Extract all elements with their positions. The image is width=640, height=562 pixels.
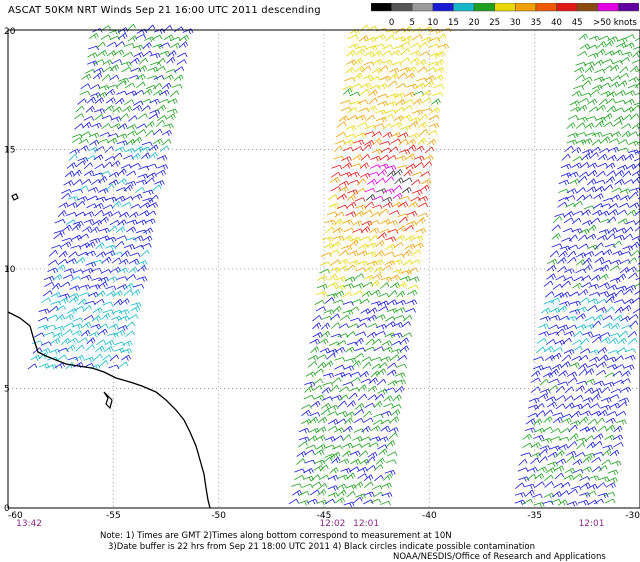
legend-swatch (556, 3, 578, 12)
lat-lon-grid (8, 30, 640, 508)
legend-label: 30 (510, 18, 521, 28)
swath-time-labels: 13:42 12:02 12:01 12:01 (16, 519, 604, 529)
legend-label: 10 (427, 18, 438, 28)
legend-label: 35 (531, 18, 542, 28)
map-title: ASCAT 50KM NRT Winds Sep 21 16:00 UTC 20… (8, 5, 321, 16)
legend-swatch (535, 3, 557, 12)
legend-swatch (494, 3, 516, 12)
island-mark (11, 193, 19, 201)
x-tick-label: -55 (106, 511, 121, 521)
legend-label: >50 knots (593, 18, 637, 28)
legend-swatch (515, 3, 537, 12)
coast-detail-inlet (103, 391, 113, 410)
legend-swatch (432, 3, 454, 12)
note-line-1: Note: 1) Times are GMT 2)Times along bot… (100, 531, 452, 541)
note-line-3: NOAA/NESDIS/Office of Research and Appli… (393, 552, 606, 562)
y-tick-label: 20 (4, 27, 16, 37)
x-tick-label: -35 (527, 511, 542, 521)
swath-time-label: 12:02 (319, 519, 345, 529)
y-tick-label: 5 (4, 385, 10, 395)
x-tick-label: -40 (422, 511, 437, 521)
y-tick-label: 15 (4, 146, 15, 156)
swath-time-label: 13:42 (16, 519, 42, 529)
legend-swatch (411, 3, 434, 12)
axis-labels: -60 -55 -50 -45 -40 -35 -30 20 15 10 5 0 (4, 27, 640, 521)
y-tick-label: 0 (4, 504, 10, 514)
legend-swatch (576, 3, 599, 12)
legend-label: 40 (551, 18, 562, 28)
legend-label: 0 (389, 18, 394, 28)
legend-label: 20 (469, 18, 480, 28)
legend-swatch (597, 3, 619, 12)
wind-barb-layer (27, 24, 640, 508)
legend-swatch (391, 3, 413, 12)
plot-frame (7, 29, 640, 509)
legend-swatch (371, 3, 392, 12)
south-america-coastline (7, 311, 211, 509)
x-tick-label: -30 (625, 511, 640, 521)
legend-label: 45 (572, 18, 583, 28)
swath-time-label: 12:01 (353, 519, 379, 529)
x-tick-label: -45 (317, 511, 332, 521)
note-line-2: 3)Date buffer is 22 hrs from Sep 21 18:0… (108, 542, 535, 552)
legend-label: 15 (448, 18, 459, 28)
swath-time-label: 12:01 (579, 519, 605, 529)
legend-swatch (453, 3, 475, 12)
legend-swatch (473, 3, 495, 12)
x-tick-label: -60 (8, 511, 23, 521)
wind-speed-legend: 0 5 10 15 20 25 30 35 40 45 >50 knots (371, 3, 639, 28)
legend-label: 25 (489, 18, 500, 28)
x-tick-label: -50 (211, 511, 226, 521)
legend-label: 5 (410, 18, 415, 28)
legend-swatch (618, 3, 639, 12)
y-tick-label: 10 (4, 265, 16, 275)
